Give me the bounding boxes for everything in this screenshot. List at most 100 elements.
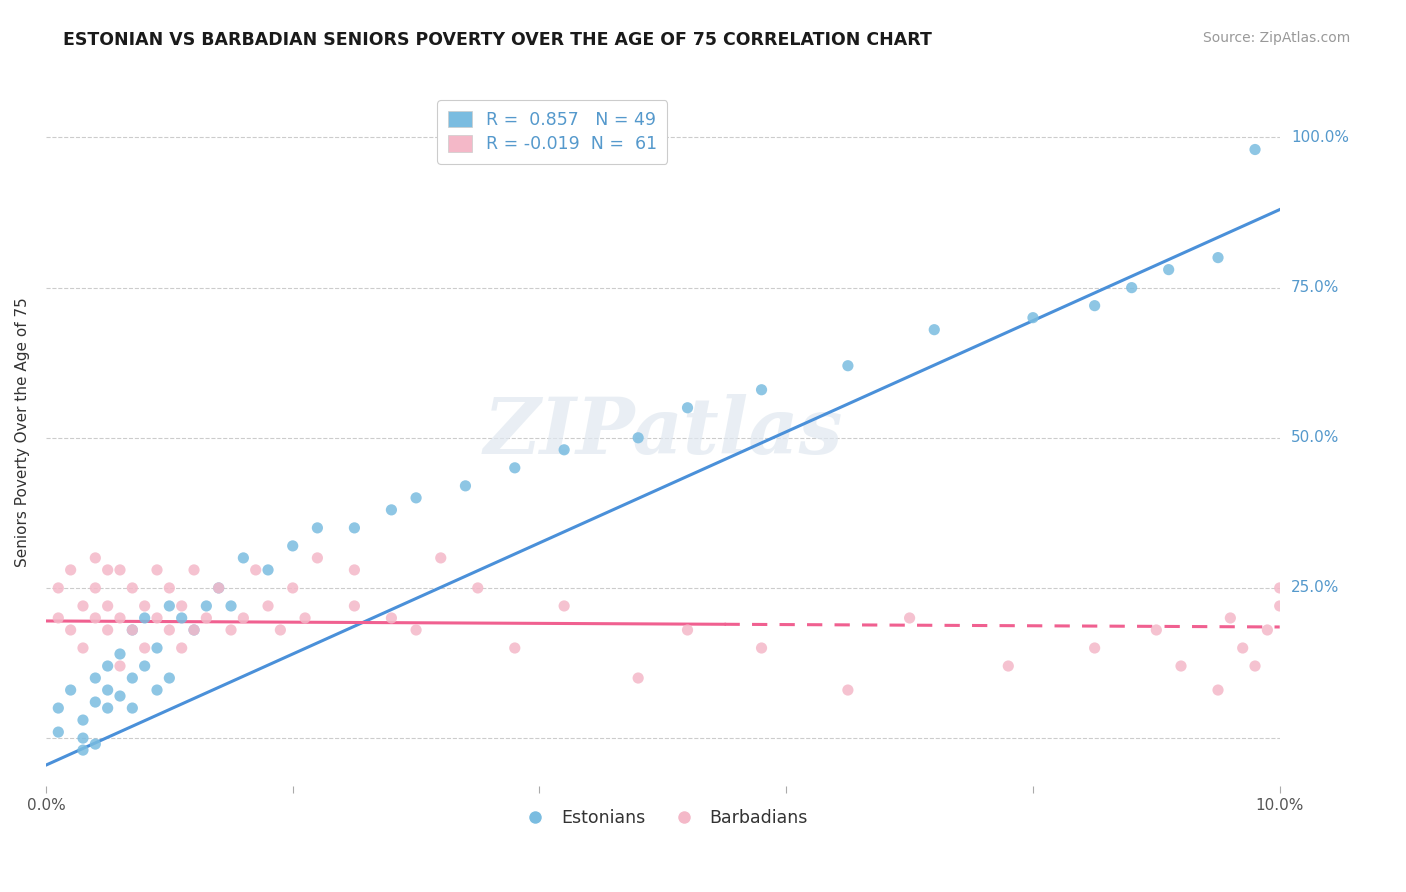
- Point: [503, 460, 526, 475]
- Point: [84, 581, 107, 595]
- Point: [170, 640, 193, 655]
- Point: [553, 599, 575, 613]
- Point: [170, 599, 193, 613]
- Point: [208, 581, 231, 595]
- Point: [72, 713, 94, 727]
- Point: [183, 623, 205, 637]
- Point: [922, 323, 945, 337]
- Point: [245, 563, 267, 577]
- Point: [146, 563, 169, 577]
- Point: [46, 701, 69, 715]
- Point: [405, 623, 427, 637]
- Point: [134, 659, 156, 673]
- Point: [84, 737, 107, 751]
- Point: [208, 581, 231, 595]
- Point: [108, 611, 131, 625]
- Point: [454, 479, 477, 493]
- Point: [281, 539, 304, 553]
- Point: [307, 550, 329, 565]
- Point: [97, 623, 120, 637]
- Text: 50.0%: 50.0%: [1291, 430, 1339, 445]
- Point: [1219, 611, 1241, 625]
- Point: [97, 701, 120, 715]
- Point: [170, 611, 193, 625]
- Point: [751, 640, 773, 655]
- Point: [1144, 623, 1167, 637]
- Point: [1244, 659, 1267, 673]
- Point: [997, 659, 1019, 673]
- Y-axis label: Seniors Poverty Over the Age of 75: Seniors Poverty Over the Age of 75: [15, 297, 30, 566]
- Point: [59, 563, 82, 577]
- Text: 100.0%: 100.0%: [1291, 130, 1348, 145]
- Point: [627, 431, 650, 445]
- Point: [429, 550, 451, 565]
- Point: [1232, 640, 1254, 655]
- Point: [72, 599, 94, 613]
- Point: [157, 671, 180, 685]
- Point: [1206, 683, 1229, 698]
- Point: [503, 640, 526, 655]
- Point: [157, 581, 180, 595]
- Point: [269, 623, 291, 637]
- Point: [134, 611, 156, 625]
- Point: [232, 611, 254, 625]
- Text: 25.0%: 25.0%: [1291, 581, 1339, 596]
- Point: [46, 581, 69, 595]
- Point: [219, 599, 242, 613]
- Point: [84, 671, 107, 685]
- Point: [121, 701, 143, 715]
- Point: [343, 521, 366, 535]
- Point: [1157, 262, 1180, 277]
- Point: [157, 623, 180, 637]
- Point: [1084, 640, 1107, 655]
- Point: [281, 581, 304, 595]
- Point: [1022, 310, 1045, 325]
- Point: [553, 442, 575, 457]
- Point: [121, 623, 143, 637]
- Point: [59, 683, 82, 698]
- Text: ZIPatlas: ZIPatlas: [484, 393, 842, 470]
- Point: [343, 563, 366, 577]
- Point: [146, 683, 169, 698]
- Point: [380, 503, 402, 517]
- Point: [307, 521, 329, 535]
- Point: [195, 611, 218, 625]
- Point: [898, 611, 921, 625]
- Point: [183, 563, 205, 577]
- Point: [46, 725, 69, 739]
- Point: [1170, 659, 1192, 673]
- Point: [134, 599, 156, 613]
- Point: [195, 599, 218, 613]
- Point: [46, 611, 69, 625]
- Point: [108, 689, 131, 703]
- Point: [121, 671, 143, 685]
- Legend: Estonians, Barbadians: Estonians, Barbadians: [510, 802, 815, 834]
- Point: [183, 623, 205, 637]
- Point: [1268, 599, 1291, 613]
- Point: [257, 599, 280, 613]
- Point: [257, 563, 280, 577]
- Point: [676, 623, 699, 637]
- Point: [380, 611, 402, 625]
- Point: [97, 683, 120, 698]
- Point: [84, 550, 107, 565]
- Point: [837, 683, 859, 698]
- Point: [1121, 280, 1143, 294]
- Point: [108, 563, 131, 577]
- Point: [72, 731, 94, 745]
- Point: [405, 491, 427, 505]
- Point: [97, 659, 120, 673]
- Point: [219, 623, 242, 637]
- Point: [59, 623, 82, 637]
- Text: Source: ZipAtlas.com: Source: ZipAtlas.com: [1202, 31, 1350, 45]
- Point: [84, 695, 107, 709]
- Point: [146, 640, 169, 655]
- Point: [1084, 299, 1107, 313]
- Point: [294, 611, 316, 625]
- Point: [1256, 623, 1278, 637]
- Point: [121, 581, 143, 595]
- Point: [134, 640, 156, 655]
- Point: [84, 611, 107, 625]
- Point: [751, 383, 773, 397]
- Point: [1268, 581, 1291, 595]
